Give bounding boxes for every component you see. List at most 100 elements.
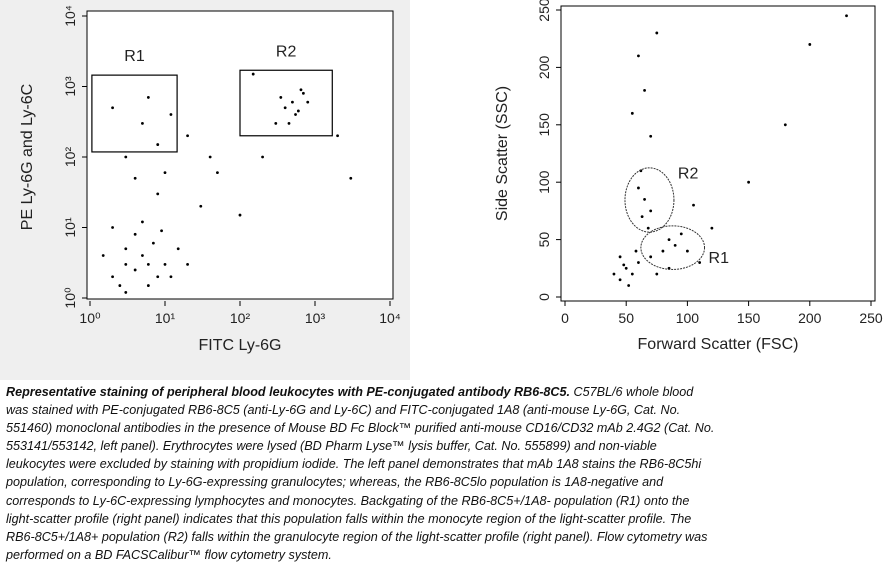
caption-lead: Representative staining of peripheral bl… bbox=[6, 385, 571, 399]
event-dot bbox=[649, 134, 653, 138]
event-dot bbox=[627, 284, 631, 287]
event-dot bbox=[124, 291, 128, 294]
event-dot bbox=[640, 215, 644, 219]
event-dot bbox=[306, 100, 310, 104]
y-tick-label: 50 bbox=[536, 232, 552, 248]
caption-text: performed on a BD FACSCalibur™ flow cyto… bbox=[6, 547, 332, 562]
event-dot bbox=[133, 176, 137, 180]
event-dot bbox=[296, 109, 300, 113]
event-dot bbox=[686, 249, 689, 253]
x-axis-label: Forward Scatter (FSC) bbox=[638, 336, 799, 353]
event-dot bbox=[643, 88, 646, 92]
event-dot bbox=[301, 91, 305, 95]
event-dot bbox=[612, 272, 616, 276]
x-tick-label: 10³ bbox=[305, 310, 326, 326]
event-dot bbox=[655, 272, 659, 276]
event-dot bbox=[637, 186, 640, 190]
event-dot bbox=[291, 100, 294, 104]
y-tick-label: 250 bbox=[536, 0, 552, 22]
event-dot bbox=[349, 176, 353, 180]
y-tick-label: 10³ bbox=[62, 76, 78, 97]
gate-label: R2 bbox=[678, 165, 699, 182]
event-dot bbox=[649, 255, 653, 259]
charts: 10⁰ 10¹ 10² 10³ 10⁴ 10⁰ 10¹ 10² 10³ 10⁴ FITC Ly-6G… bbox=[0, 0, 883, 380]
event-dot bbox=[124, 247, 128, 251]
event-dot bbox=[808, 43, 812, 46]
event-dot bbox=[216, 171, 219, 175]
event-dot bbox=[637, 261, 640, 264]
y-axis-label: PE Ly-6G and Ly-6C bbox=[19, 84, 36, 230]
gate bbox=[640, 225, 706, 270]
x-tick-label: 50 bbox=[618, 310, 634, 326]
event-dot bbox=[299, 88, 303, 92]
caption-text: was stained with PE-conjugated RB6-8C5 (… bbox=[6, 403, 681, 418]
event-dot bbox=[622, 263, 626, 267]
event-dot bbox=[169, 113, 173, 116]
event-dot bbox=[637, 54, 640, 58]
x-axis-label: FITC Ly-6G bbox=[199, 337, 282, 354]
caption-text: C57BL/6 whole blood bbox=[570, 385, 694, 399]
event-dot bbox=[151, 241, 155, 245]
caption-line: 553141/553142, left panel). Erythrocytes… bbox=[6, 437, 881, 455]
caption-line: performed on a BD FACSCalibur™ flow cyto… bbox=[6, 546, 881, 564]
y-tick-label: 10¹ bbox=[62, 217, 78, 238]
event-dot bbox=[186, 262, 189, 266]
y-tick-label: 10⁰ bbox=[62, 287, 78, 309]
event-dot bbox=[156, 192, 160, 196]
event-dot bbox=[238, 213, 242, 217]
x-tick-label: 10⁴ bbox=[379, 310, 401, 326]
event-dot bbox=[160, 229, 163, 233]
event-dot bbox=[287, 121, 291, 125]
x-tick-label: 0 bbox=[561, 310, 569, 326]
event-dot bbox=[251, 72, 255, 76]
caption: Representative staining of peripheral bl… bbox=[6, 383, 881, 564]
y-tick-label: 10⁴ bbox=[62, 5, 78, 27]
gate bbox=[624, 167, 675, 233]
event-dot bbox=[111, 226, 114, 229]
caption-line: corresponds to Ly-6C-expressing lymphocy… bbox=[6, 492, 881, 510]
gate-label: R1 bbox=[709, 250, 730, 267]
event-dot bbox=[199, 204, 203, 208]
event-dot bbox=[176, 247, 180, 251]
caption-line: Representative staining of peripheral bl… bbox=[6, 383, 881, 401]
event-dot bbox=[294, 113, 297, 116]
y-tick-label: 200 bbox=[536, 56, 552, 80]
event-dot bbox=[141, 121, 144, 125]
event-dot bbox=[698, 261, 702, 264]
plot-frame bbox=[86, 10, 394, 300]
x-tick-label: 10² bbox=[230, 310, 251, 326]
event-dot bbox=[630, 111, 634, 115]
y-axis-label: Side Scatter (SSC) bbox=[494, 86, 511, 221]
event-dot bbox=[111, 106, 114, 110]
event-dot bbox=[661, 249, 665, 253]
caption-text: corresponds to Ly-6C-expressing lymphocy… bbox=[6, 493, 690, 508]
event-dot bbox=[146, 284, 150, 287]
event-dot bbox=[692, 203, 695, 207]
event-dot bbox=[624, 266, 628, 270]
caption-line: leukocytes were excluded by staining wit… bbox=[6, 455, 881, 473]
gate bbox=[239, 69, 333, 137]
event-dot bbox=[156, 275, 160, 279]
event-dot bbox=[141, 254, 144, 257]
x-tick-label: 10⁰ bbox=[79, 310, 101, 326]
event-dot bbox=[274, 121, 278, 125]
plot-frame bbox=[560, 5, 876, 302]
event-dot bbox=[336, 134, 339, 138]
event-dot bbox=[118, 284, 122, 287]
event-dot bbox=[146, 96, 150, 99]
event-dot bbox=[649, 209, 653, 213]
event-dot bbox=[747, 180, 750, 184]
event-dot bbox=[146, 262, 150, 266]
event-dot bbox=[643, 198, 646, 201]
event-dot bbox=[261, 155, 264, 159]
event-dot bbox=[156, 143, 160, 146]
x-tick-label: 100 bbox=[676, 310, 700, 326]
event-dot bbox=[618, 255, 622, 259]
event-dot bbox=[655, 31, 659, 35]
event-dot bbox=[163, 171, 167, 175]
event-dot bbox=[141, 220, 144, 224]
y-tick-label: 0 bbox=[536, 293, 552, 301]
y-tick-label: 100 bbox=[536, 170, 552, 194]
event-dot bbox=[101, 254, 105, 257]
